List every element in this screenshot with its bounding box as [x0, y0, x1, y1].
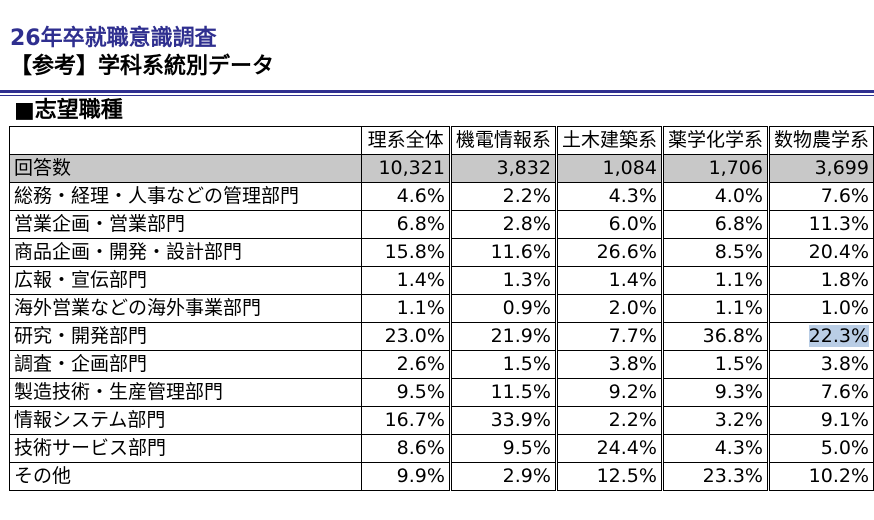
- value-cell: 6.0%: [554, 210, 663, 239]
- value-cell: 1.1%: [361, 294, 451, 323]
- value-cell: 1.3%: [448, 266, 557, 295]
- value-cell: 3,699: [766, 154, 874, 183]
- table-row: 情報システム部門 16.7% 33.9% 2.2% 3.2% 9.1%: [8, 406, 874, 435]
- value-cell: 4.3%: [660, 434, 769, 463]
- header-rule-thick: [0, 90, 874, 93]
- table-row: その他 9.9% 2.9% 12.5% 23.3% 10.2%: [8, 462, 874, 491]
- column-header: 土木建築系: [554, 126, 663, 155]
- value-cell: 1.8%: [766, 266, 874, 295]
- value-cell: 3.8%: [554, 350, 663, 379]
- header-corner-cell: [8, 126, 363, 155]
- value-cell: 11.5%: [448, 378, 557, 407]
- value-cell: 2.0%: [554, 294, 663, 323]
- value-cell: 4.0%: [660, 182, 769, 211]
- value-cell: 2.9%: [448, 462, 557, 491]
- column-header: 機電情報系: [448, 126, 557, 155]
- section-title: ■志望職種: [14, 98, 123, 123]
- value-cell: 4.6%: [361, 182, 451, 211]
- row-label: 情報システム部門: [8, 406, 363, 435]
- row-label: 製造技術・生産管理部門: [8, 378, 363, 407]
- value-cell: 9.2%: [554, 378, 663, 407]
- value-cell: 1.1%: [660, 266, 769, 295]
- value-cell: 12.5%: [554, 462, 663, 491]
- column-header: 理系全体: [361, 126, 451, 155]
- count-row: 回答数 10,321 3,832 1,084 1,706 3,699: [8, 154, 874, 183]
- value-cell: 1.5%: [448, 350, 557, 379]
- table-row: 営業企画・営業部門 6.8% 2.8% 6.0% 6.8% 11.3%: [8, 210, 874, 239]
- value-cell: 1.1%: [660, 294, 769, 323]
- value-cell: 8.6%: [361, 434, 451, 463]
- row-label: 調査・企画部門: [8, 350, 363, 379]
- value-cell: 15.8%: [361, 238, 451, 267]
- table-row: 広報・宣伝部門 1.4% 1.3% 1.4% 1.1% 1.8%: [8, 266, 874, 295]
- value-cell: 1.0%: [766, 294, 874, 323]
- row-label: その他: [8, 462, 363, 491]
- value-cell: 7.6%: [766, 378, 874, 407]
- document-title: 26年卒就職意識調査: [10, 26, 217, 51]
- value-cell: 3.8%: [766, 350, 874, 379]
- value-cell: 9.5%: [448, 434, 557, 463]
- table-row: 調査・企画部門 2.6% 1.5% 3.8% 1.5% 3.8%: [8, 350, 874, 379]
- table-row: 研究・開発部門 23.0% 21.9% 7.7% 36.8% 22.3%: [8, 322, 874, 351]
- value-cell: 7.7%: [554, 322, 663, 351]
- value-cell: 7.6%: [766, 182, 874, 211]
- value-cell: 3,832: [448, 154, 557, 183]
- row-label: 商品企画・開発・設計部門: [8, 238, 363, 267]
- value-cell: 2.2%: [448, 182, 557, 211]
- value-cell: 2.6%: [361, 350, 451, 379]
- value-cell: 21.9%: [448, 322, 557, 351]
- table-row: 商品企画・開発・設計部門 15.8% 11.6% 26.6% 8.5% 20.4%: [8, 238, 874, 267]
- value-cell: 22.3%: [766, 322, 874, 351]
- table-row: 製造技術・生産管理部門 9.5% 11.5% 9.2% 9.3% 7.6%: [8, 378, 874, 407]
- value-cell: 3.2%: [660, 406, 769, 435]
- row-label: 海外営業などの海外事業部門: [8, 294, 363, 323]
- selected-value: 22.3%: [808, 325, 869, 347]
- value-cell: 20.4%: [766, 238, 874, 267]
- value-cell: 9.5%: [361, 378, 451, 407]
- table-row: 海外営業などの海外事業部門 1.1% 0.9% 2.0% 1.1% 1.0%: [8, 294, 874, 323]
- value-cell: 8.5%: [660, 238, 769, 267]
- value-cell: 5.0%: [766, 434, 874, 463]
- row-label: 回答数: [8, 154, 363, 183]
- row-label: 技術サービス部門: [8, 434, 363, 463]
- table-body: 回答数 10,321 3,832 1,084 1,706 3,699 総務・経理・人事などの…: [8, 154, 874, 491]
- value-cell: 1,084: [554, 154, 663, 183]
- value-cell: 6.8%: [361, 210, 451, 239]
- value-cell: 36.8%: [660, 322, 769, 351]
- value-cell: 9.1%: [766, 406, 874, 435]
- value-cell: 11.3%: [766, 210, 874, 239]
- value-cell: 16.7%: [361, 406, 451, 435]
- value-cell: 33.9%: [448, 406, 557, 435]
- row-label: 営業企画・営業部門: [8, 210, 363, 239]
- value-cell: 2.2%: [554, 406, 663, 435]
- value-cell: 0.9%: [448, 294, 557, 323]
- row-label: 研究・開発部門: [8, 322, 363, 351]
- column-header: 薬学化学系: [660, 126, 769, 155]
- table-header-row: 理系全体 機電情報系 土木建築系 薬学化学系 数物農学系: [8, 126, 874, 155]
- value-cell: 10,321: [361, 154, 451, 183]
- value-cell: 11.6%: [448, 238, 557, 267]
- value-cell: 1.5%: [660, 350, 769, 379]
- value-cell: 1.4%: [361, 266, 451, 295]
- value-cell: 23.3%: [660, 462, 769, 491]
- value-cell: 1.4%: [554, 266, 663, 295]
- value-cell: 1,706: [660, 154, 769, 183]
- value-cell: 9.3%: [660, 378, 769, 407]
- header-rule-thin: [0, 95, 874, 96]
- value-cell: 9.9%: [361, 462, 451, 491]
- value-cell: 26.6%: [554, 238, 663, 267]
- value-cell: 6.8%: [660, 210, 769, 239]
- value-cell: 2.8%: [448, 210, 557, 239]
- row-label: 広報・宣伝部門: [8, 266, 363, 295]
- document-subtitle: 【参考】学科系統別データ: [10, 54, 275, 79]
- row-label: 総務・経理・人事などの管理部門: [8, 182, 363, 211]
- value-cell: 10.2%: [766, 462, 874, 491]
- data-table: 理系全体 機電情報系 土木建築系 薬学化学系 数物農学系 回答数 10,321 3,…: [8, 126, 874, 491]
- table-row: 総務・経理・人事などの管理部門 4.6% 2.2% 4.3% 4.0% 7.6%: [8, 182, 874, 211]
- column-header: 数物農学系: [766, 126, 874, 155]
- value-cell: 4.3%: [554, 182, 663, 211]
- table-row: 技術サービス部門 8.6% 9.5% 24.4% 4.3% 5.0%: [8, 434, 874, 463]
- value-cell: 23.0%: [361, 322, 451, 351]
- value-cell: 24.4%: [554, 434, 663, 463]
